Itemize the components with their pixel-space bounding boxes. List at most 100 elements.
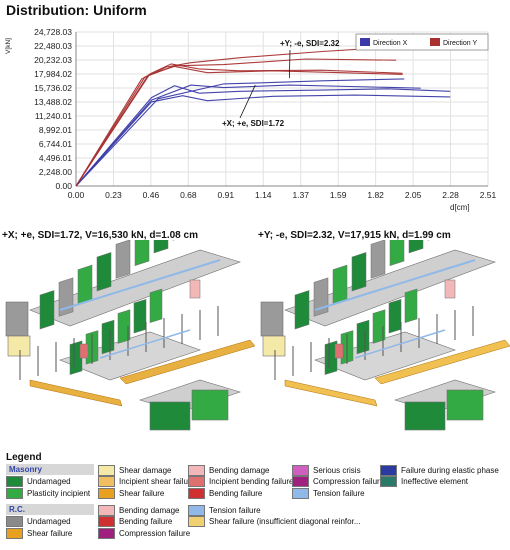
wall-panel	[444, 279, 456, 299]
y-tick-label: 15,736.02	[34, 83, 72, 93]
legend-item: Plasticity incipient	[6, 488, 90, 499]
beam	[314, 259, 476, 311]
wall-panel	[408, 240, 424, 254]
series-line	[75, 45, 405, 187]
wall-panel	[134, 240, 150, 266]
building-model-right	[260, 240, 510, 431]
y-tick-label: 20,232.03	[34, 55, 72, 65]
legend-swatch	[430, 38, 440, 46]
series-line	[75, 63, 403, 187]
legend-swatch	[98, 528, 115, 539]
legend-swatch	[380, 476, 397, 487]
legend-item: Shear failure	[6, 528, 72, 539]
legend-item: Compression failure	[98, 528, 190, 539]
x-tick-label: 0.00	[68, 190, 85, 200]
series-line	[75, 58, 397, 187]
legend-swatch	[188, 516, 205, 527]
legend-item: Undamaged	[6, 476, 71, 487]
y-tick-label: 0.00	[55, 181, 72, 191]
wall-panel	[101, 319, 115, 355]
y-tick-label: 2,248.00	[39, 167, 72, 177]
legend-swatch	[292, 465, 309, 476]
wall-panel	[262, 335, 286, 357]
legend-item: Undamaged	[6, 516, 71, 527]
x-tick-label: 2.28	[442, 190, 459, 200]
wall-panel	[404, 288, 418, 323]
legend-swatch	[360, 38, 370, 46]
wall-panel	[370, 240, 386, 279]
wall-panel	[133, 299, 147, 334]
wall-panel	[389, 240, 405, 266]
x-tick-label: 0.91	[218, 190, 235, 200]
wall-panel	[189, 279, 201, 299]
annotation-arrow	[239, 84, 256, 119]
x-tick-label: 2.51	[480, 190, 497, 200]
x-tick-label: 1.82	[367, 190, 384, 200]
legend-swatch	[6, 476, 23, 487]
annotation-arrow	[288, 49, 291, 79]
y-tick-label: 17,984.02	[34, 69, 72, 79]
legend-swatch	[188, 465, 205, 476]
x-tick-label: 2.05	[405, 190, 422, 200]
wall-panel	[356, 319, 370, 355]
legend-swatch	[188, 505, 205, 516]
wall-panel	[372, 309, 386, 344]
legend-swatch	[6, 488, 23, 499]
beam	[59, 259, 221, 311]
wall-panel	[7, 335, 31, 357]
wall-panel	[149, 288, 163, 323]
wall-panel	[39, 290, 55, 330]
series-line	[75, 65, 403, 187]
legend-item: Tension failure	[292, 488, 365, 499]
wall-panel	[115, 240, 131, 279]
wall-panel	[260, 301, 284, 337]
legend-item: Serious crisis	[292, 465, 361, 476]
legend-group-masonry: Masonry	[6, 464, 94, 475]
legend-title: Legend	[6, 452, 42, 463]
y-tick-label: 24,728.03	[34, 27, 72, 37]
y-tick-label: 8,992.01	[39, 125, 72, 135]
legend-item: Ineffective element	[380, 476, 468, 487]
building-model-left	[5, 240, 255, 431]
legend-swatch	[98, 476, 115, 487]
wall-panel	[79, 343, 89, 359]
x-tick-label: 1.14	[255, 190, 272, 200]
wall-panel	[153, 240, 169, 254]
legend-swatch	[188, 476, 205, 487]
wall-panel	[5, 301, 29, 337]
wall-panel	[332, 264, 348, 304]
legend-swatch	[98, 488, 115, 499]
y-tick-label: 22,480.03	[34, 41, 72, 51]
legend-label: Direction Y	[443, 40, 477, 47]
wall-panel	[294, 290, 310, 330]
chart-title: Distribution: Uniform	[6, 2, 147, 18]
wall-panel	[191, 389, 229, 421]
annotation-label: +Y; -e, SDI=2.32	[280, 39, 340, 48]
legend-swatch	[98, 465, 115, 476]
x-axis-label: d[cm]	[450, 203, 470, 212]
wall-panel	[334, 343, 344, 359]
wall-panel	[149, 401, 191, 431]
legend-swatch	[98, 516, 115, 527]
beam	[99, 329, 191, 359]
legend-swatch	[188, 488, 205, 499]
series-line	[75, 78, 405, 187]
caption-left: +X; +e, SDI=1.72, V=16,530 kN, d=1.08 cm	[2, 230, 198, 241]
caption-right: +Y; -e, SDI=2.32, V=17,915 kN, d=1.99 cm	[258, 230, 451, 241]
legend-swatch	[6, 528, 23, 539]
x-tick-label: 1.59	[330, 190, 347, 200]
y-tick-label: 4,496.01	[39, 153, 72, 163]
series-line	[75, 85, 451, 187]
y-axis-label: V[kN]	[5, 38, 12, 54]
legend-item: Failure during elastic phase	[380, 465, 499, 476]
wall-panel	[351, 252, 367, 292]
legend-item: Bending damage	[98, 505, 180, 516]
legend-swatch	[98, 505, 115, 516]
chart-legend	[355, 33, 489, 51]
annotation-label: +X; +e, SDI=1.72	[222, 119, 285, 128]
legend-item: Bending failure	[98, 516, 172, 527]
corridor	[374, 339, 510, 385]
legend-group-rc: R.C.	[6, 504, 94, 515]
legend-item: Bending failure	[188, 488, 262, 499]
legend-swatch	[380, 465, 397, 476]
